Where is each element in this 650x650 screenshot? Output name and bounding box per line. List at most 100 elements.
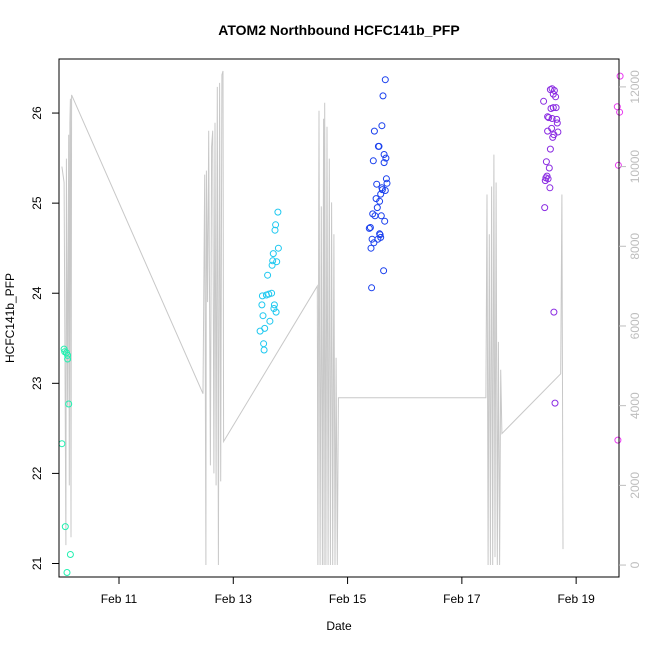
- data-point: [369, 157, 377, 165]
- data-point: [265, 290, 273, 298]
- data-point: [381, 76, 389, 84]
- data-point: [377, 212, 385, 220]
- data-point: [550, 87, 558, 94]
- data-point: [614, 161, 622, 169]
- data-point: [258, 292, 266, 300]
- data-point: [64, 351, 72, 359]
- data-point: [548, 124, 556, 132]
- data-point: [379, 92, 387, 100]
- y-tick-label: 22: [30, 466, 44, 480]
- data-point: [264, 271, 272, 279]
- data-point: [553, 119, 561, 127]
- data-point: [616, 108, 624, 116]
- data-point: [552, 104, 560, 112]
- data-point: [380, 159, 388, 167]
- data-point: [382, 175, 390, 183]
- data-points-layer: [58, 72, 624, 576]
- data-point: [382, 154, 390, 162]
- y-tick-label: 23: [30, 376, 44, 390]
- data-point: [268, 261, 276, 269]
- data-point: [64, 355, 72, 363]
- y-tick-label: 25: [30, 196, 44, 210]
- y-tick-label: 24: [30, 286, 44, 300]
- x-tick-label: Feb 17: [443, 592, 481, 606]
- y2-tick-label: 12000: [628, 70, 642, 104]
- y-axis-label: HCFC141b_PFP: [3, 273, 17, 363]
- data-point: [380, 151, 388, 158]
- data-point: [546, 145, 554, 153]
- data-point: [270, 301, 278, 309]
- y2-tick-label: 6000: [628, 312, 642, 339]
- data-point: [272, 308, 280, 316]
- x-tick-label: Feb 19: [557, 592, 595, 606]
- data-point: [268, 289, 276, 297]
- plot-frame: [58, 58, 620, 578]
- data-point: [544, 175, 552, 183]
- data-point: [544, 113, 552, 121]
- data-point: [259, 312, 267, 320]
- y2-tick-label: 2000: [628, 472, 642, 499]
- data-point: [545, 114, 553, 122]
- y2-axis: 0 2000 4000 6000 8000 10000 12000: [619, 70, 642, 568]
- series-4: [540, 85, 562, 407]
- data-point: [380, 267, 388, 275]
- x-tick-label: Feb 15: [329, 592, 367, 606]
- data-point: [260, 346, 268, 354]
- data-point: [550, 308, 558, 316]
- data-point: [375, 142, 383, 150]
- data-point: [365, 224, 373, 232]
- data-point: [553, 115, 561, 123]
- data-point: [63, 569, 71, 576]
- y2-tick-label: 10000: [628, 150, 642, 184]
- data-point: [552, 93, 560, 101]
- x-axis-label: Date: [326, 619, 352, 633]
- chart-title: ATOM2 Northbound HCFC141b_PFP: [218, 22, 459, 38]
- data-point: [377, 190, 385, 198]
- data-point: [271, 226, 279, 234]
- data-point: [366, 224, 374, 231]
- x-tick-label: Feb 11: [101, 592, 138, 606]
- data-point: [274, 208, 282, 216]
- altitude-trace-layer: [61, 70, 564, 566]
- series-3: [365, 76, 391, 292]
- altitude-trace-line: [61, 70, 564, 566]
- data-point: [272, 221, 280, 229]
- y-axis: 21 22 23 24 25 26: [30, 106, 59, 570]
- data-point: [373, 180, 381, 188]
- data-point: [368, 284, 376, 292]
- data-point: [274, 244, 282, 252]
- data-point: [549, 104, 557, 112]
- data-point: [545, 164, 553, 172]
- data-point: [270, 305, 278, 312]
- data-point: [258, 301, 266, 309]
- data-point: [65, 400, 73, 408]
- data-point: [381, 217, 389, 225]
- data-point: [273, 258, 281, 266]
- y2-tick-label: 4000: [628, 392, 642, 419]
- x-tick-label: Feb 13: [215, 592, 253, 606]
- data-point: [542, 158, 550, 166]
- data-point: [269, 257, 277, 265]
- data-point: [541, 204, 549, 212]
- data-point: [381, 187, 389, 194]
- data-point: [369, 210, 377, 218]
- series-1: [58, 345, 74, 576]
- y-tick-label: 26: [30, 106, 44, 120]
- data-point: [261, 324, 269, 332]
- data-point: [367, 244, 375, 252]
- data-point: [61, 523, 69, 531]
- data-point: [376, 231, 384, 239]
- data-point: [266, 317, 274, 325]
- data-point: [66, 551, 74, 558]
- data-point: [60, 345, 68, 353]
- data-point: [546, 184, 554, 192]
- data-point: [551, 399, 559, 407]
- data-point: [377, 233, 385, 241]
- data-point: [373, 204, 381, 212]
- data-point: [378, 186, 386, 194]
- data-point: [370, 127, 378, 135]
- data-point: [614, 436, 622, 444]
- data-point: [376, 197, 384, 205]
- y-tick-label: 21: [30, 556, 44, 570]
